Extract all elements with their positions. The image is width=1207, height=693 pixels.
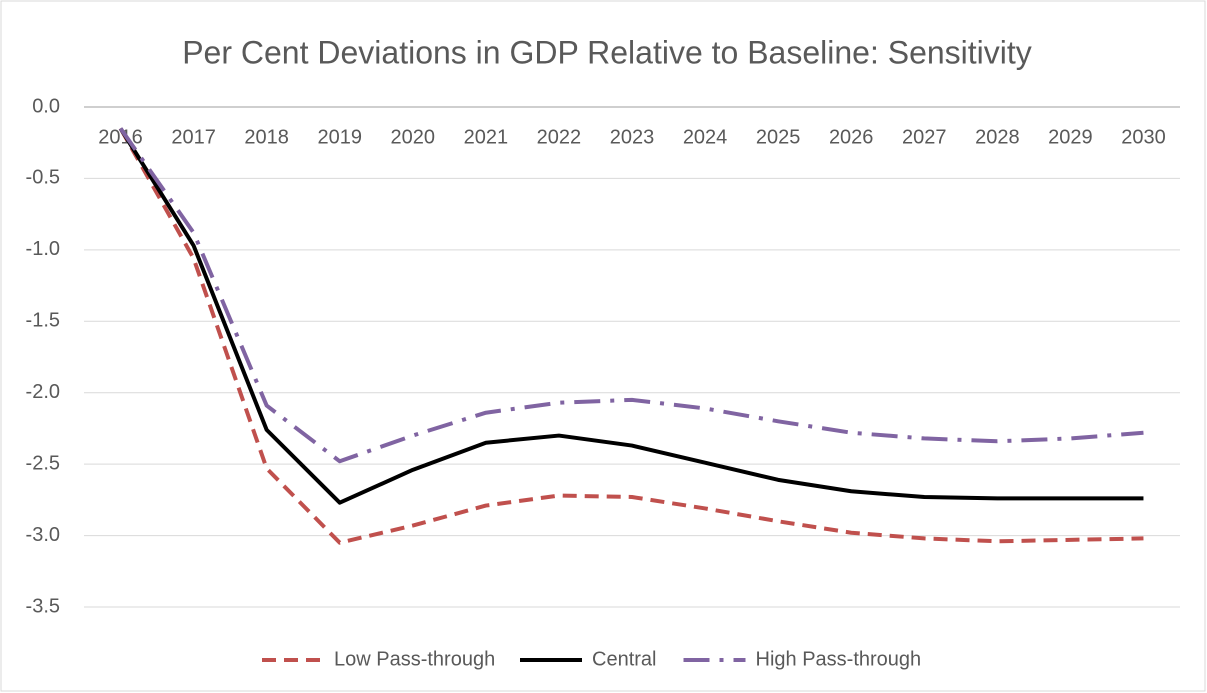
x-tick-label: 2020	[391, 126, 436, 148]
x-tick-label: 2028	[975, 126, 1020, 148]
x-tick-label: 2017	[171, 126, 216, 148]
y-tick-label: -2.0	[26, 381, 60, 403]
x-tick-label: 2018	[244, 126, 289, 148]
x-tick-label: 2027	[902, 126, 947, 148]
x-tick-label: 2022	[537, 126, 582, 148]
y-tick-label: -3.5	[26, 595, 60, 617]
line-series	[118, 127, 1144, 545]
x-tick-label: 2029	[1048, 126, 1093, 148]
line-series	[118, 127, 1144, 464]
legend-label: High Pass-through	[756, 648, 922, 670]
x-tick-label: 2021	[464, 126, 509, 148]
x-tick-label: 2030	[1121, 126, 1166, 148]
legend-label: Central	[592, 648, 656, 670]
x-tick-label: 2024	[683, 126, 728, 148]
x-tick-label: 2023	[610, 126, 655, 148]
chart-title: Per Cent Deviations in GDP Relative to B…	[182, 34, 1032, 70]
x-tick-label: 2026	[829, 126, 874, 148]
y-tick-label: -2.5	[26, 452, 60, 474]
y-tick-label: -3.0	[26, 524, 60, 546]
y-tick-label: -1.5	[26, 310, 60, 332]
line-series	[118, 127, 1144, 505]
y-tick-label: -1.0	[26, 238, 60, 260]
x-tick-label: 2019	[317, 126, 362, 148]
y-tick-label: -0.5	[26, 167, 60, 189]
legend-label: Low Pass-through	[334, 648, 495, 670]
y-tick-label: 0.0	[32, 95, 60, 117]
x-tick-label: 2025	[756, 126, 801, 148]
